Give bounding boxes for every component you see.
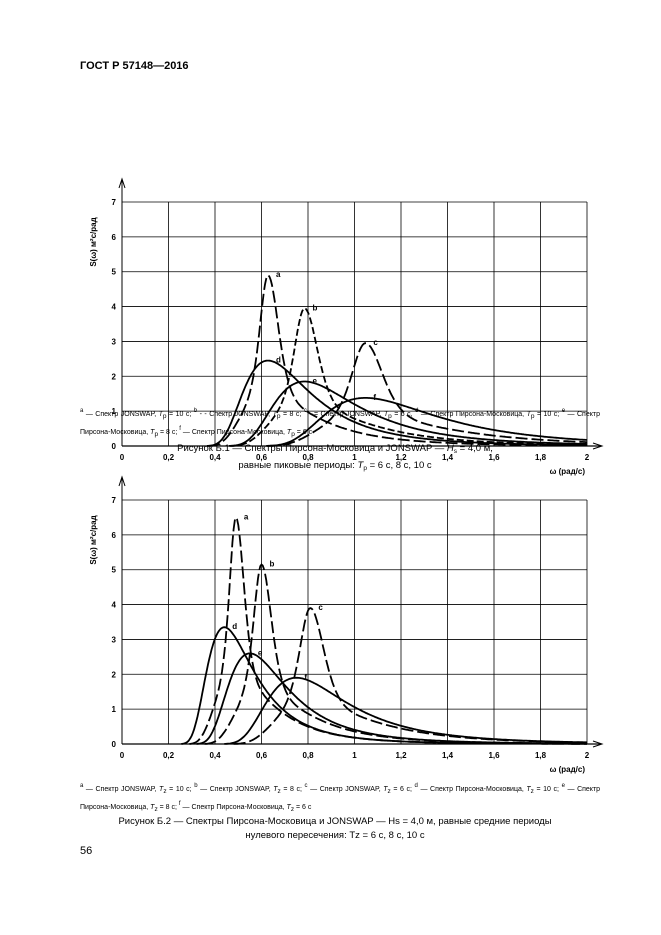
series-label-c: c — [318, 603, 323, 612]
figure-b1-notes: a — Спектр JONSWAP, Tp = 10 с; b - - Спе… — [80, 405, 600, 441]
series-line-e — [196, 652, 587, 745]
note-d: d — Спектр Пирсона-Московица, Tz = 10 с; — [414, 783, 562, 795]
figure-b2-caption-line1: Рисунок Б.2 — Спектры Пирсона-Московица … — [118, 816, 552, 827]
y-tick-label: 6 — [112, 233, 117, 242]
y-tick-label: 7 — [112, 496, 117, 505]
series-label-d: d — [276, 356, 281, 365]
figure-b2-notes: a — Спектр JONSWAP, Tz = 10 с; b — Спект… — [80, 780, 600, 816]
x-axis-label: ω (рад/с) — [550, 765, 586, 774]
series-label-a: a — [276, 270, 281, 279]
x-tick-label: 0 — [120, 751, 125, 760]
x-tick-label: 0,4 — [209, 751, 221, 760]
x-tick-label: 1,4 — [442, 453, 454, 462]
x-tick-label: 1,8 — [535, 453, 547, 462]
y-tick-label: 0 — [112, 740, 117, 749]
series-label-d: d — [232, 622, 237, 631]
series-label-e: e — [258, 648, 263, 657]
series-label-e: e — [313, 377, 318, 386]
note-b: b - - Спектр JONSWAP, Tp = 8 с; — [193, 408, 304, 420]
figure-b1-caption-line2: равные пиковые периоды: — [238, 460, 358, 471]
x-tick-label: 0 — [120, 453, 125, 462]
x-tick-label: 0,4 — [209, 453, 221, 462]
y-tick-label: 7 — [112, 198, 117, 207]
note-b: b — Спектр JONSWAP, Tz = 8 с; — [194, 783, 305, 795]
x-axis-arrow — [592, 442, 604, 450]
series-line-f — [266, 396, 588, 447]
note-a: a — Спектр JONSWAP, Tp = 10 с; — [80, 408, 194, 420]
y-tick-label: 3 — [112, 635, 117, 644]
series-line-a — [208, 274, 588, 447]
figure-b2-caption-line2: нулевого пересечения: Tz = 6 с, 8 с, 10 … — [245, 830, 425, 841]
x-tick-label: 1 — [352, 453, 357, 462]
series-line-c — [233, 607, 587, 745]
y-tick-label: 6 — [112, 531, 117, 540]
x-tick-label: 0,6 — [256, 751, 268, 760]
note-d: d — Спектр Пирсона-Московица, Tp = 10 с; — [415, 408, 562, 420]
note-f: f — Спектр Пирсона-Московица, Tz = 6 с — [178, 801, 312, 813]
series-line-c — [267, 342, 587, 447]
x-tick-label: 1 — [352, 751, 357, 760]
hs-subscript: s — [453, 448, 458, 455]
figure-b1-chart: 0 0,2 0,4 0,6 0,8 1 1,2 1,4 1,6 1,8 2 0 1 2 3 4 5 6 7 S(ω) … — [89, 177, 604, 476]
series-label-c: c — [373, 338, 378, 347]
y-tick-label: 2 — [112, 670, 117, 679]
note-f: f — Спектр Пирсона-Московица, Tp = 6 с — [179, 426, 313, 438]
x-tick-label: 0,8 — [302, 453, 314, 462]
note-e: e — Спектр Пирсона-Московица, Tz = 8 с; — [80, 783, 601, 813]
y-axis-arrow — [118, 475, 126, 487]
x-tick-label: 2 — [585, 751, 590, 760]
y-axis-label: S(ω) м²с/рад — [89, 515, 98, 564]
note-c: c — Спектр JONSWAP, Tz = 6 с; — [304, 783, 415, 795]
x-tick-label: 1,4 — [442, 751, 454, 760]
y-tick-label: 1 — [112, 407, 117, 416]
y-tick-label: 5 — [112, 268, 117, 277]
x-tick-label: 0,8 — [302, 751, 314, 760]
figure-b2-caption: Рисунок Б.2 — Спектры Пирсона-Московица … — [80, 815, 590, 843]
series-line-f — [224, 676, 587, 745]
x-tick-label: 0,2 — [163, 751, 175, 760]
y-tick-label: 1 — [112, 705, 117, 714]
series-label-f: f — [373, 393, 376, 402]
y-axis-label: S(ω) м²с/рад — [89, 217, 98, 266]
y-tick-label: 0 — [112, 442, 117, 451]
y-axis-arrow — [118, 177, 126, 189]
note-e: e — Спектр Пирсона-Московица, Tp = 8 с; — [80, 408, 600, 438]
document-header: ГОСТ Р 57148—2016 — [80, 60, 189, 72]
x-tick-label: 1,6 — [488, 453, 500, 462]
series-label-f: f — [304, 673, 307, 682]
page-number: 56 — [80, 845, 93, 857]
tp-symbol: T — [357, 460, 364, 471]
tp-values: = 6 с, 8 с, 10 с — [366, 460, 432, 471]
series-line-d — [181, 626, 587, 745]
tp-subscript: p — [363, 465, 367, 472]
y-tick-label: 4 — [112, 601, 117, 610]
x-tick-label: 1,2 — [395, 453, 407, 462]
x-tick-label: 1,8 — [535, 751, 547, 760]
y-tick-label: 3 — [112, 337, 117, 346]
note-a: a — Спектр JONSWAP, Tz = 10 с; — [80, 783, 195, 795]
x-tick-label: 2 — [585, 453, 590, 462]
series-line-d — [206, 359, 587, 447]
figure-b1-caption: Рисунок Б.1 — Спектры Пирсона-Московица … — [80, 442, 590, 476]
series-label-b: b — [313, 303, 318, 312]
y-tick-label: 5 — [112, 566, 117, 575]
x-tick-label: 1,6 — [488, 751, 500, 760]
x-tick-label: 1,2 — [395, 751, 407, 760]
figure-b2-chart: 0 0,2 0,4 0,6 0,8 1 1,2 1,4 1,6 1,8 2 0 1 2 3 4 5 6 7 S(ω) … — [89, 475, 604, 774]
x-axis-arrow — [592, 740, 604, 748]
x-axis-label: ω (рад/с) — [550, 467, 586, 476]
note-c: c -·= Спектр JONSWAP, Tp = 6 с, — [303, 408, 416, 420]
x-tick-label: 0,6 — [256, 453, 268, 462]
hs-value: = 4,0 м, — [457, 443, 493, 454]
series-line-e — [229, 380, 588, 447]
series-label-a: a — [244, 512, 249, 521]
series-label-b: b — [270, 559, 275, 568]
hs-symbol: H — [446, 443, 454, 454]
y-tick-label: 4 — [112, 303, 117, 312]
figure-b1-caption-line1: Рисунок Б.1 — Спектры Пирсона-Московица … — [177, 443, 447, 454]
y-tick-label: 2 — [112, 372, 117, 381]
x-tick-label: 0,2 — [163, 453, 175, 462]
series-line-a — [189, 515, 587, 745]
